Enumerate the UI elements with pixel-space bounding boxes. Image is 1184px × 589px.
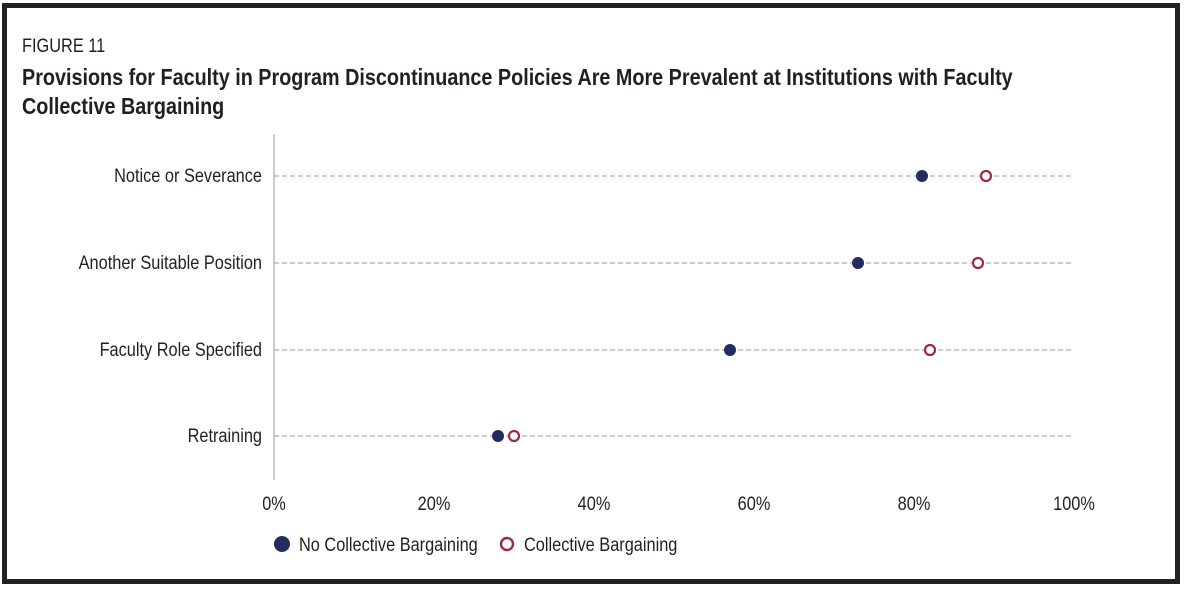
data-points (492, 169, 993, 443)
category-label-faculty-role-specified: Faculty Role Specified (100, 339, 262, 360)
category-label-notice-or-severance: Notice or Severance (114, 165, 262, 186)
point-collective-bargaining-retraining (507, 429, 521, 443)
point-no-collective-bargaining-notice-or-severance (916, 170, 928, 182)
x-tick-label: 80% (898, 493, 931, 514)
x-tick-label: 100% (1053, 493, 1095, 514)
legend: No Collective Bargaining Collective Barga… (274, 534, 677, 555)
figure-frame (2, 3, 1180, 584)
x-tick-label: 20% (418, 493, 451, 514)
legend-marker-no-collective-bargaining (274, 536, 290, 552)
point-collective-bargaining-notice-or-severance (979, 169, 993, 183)
gridlines (274, 175, 1074, 437)
chart-title: Provisions for Faculty in Program Discon… (22, 64, 1013, 119)
point-collective-bargaining-another-suitable-position (971, 256, 985, 270)
figure-label: FIGURE 11 (22, 36, 106, 57)
point-no-collective-bargaining-retraining (492, 430, 504, 442)
category-label-retraining: Retraining (188, 425, 262, 446)
x-tick-label: 0% (262, 493, 286, 514)
x-tick-label: 60% (738, 493, 771, 514)
category-labels: Notice or Severance Another Suitable Posi… (79, 165, 262, 446)
legend-label-collective-bargaining: Collective Bargaining (524, 534, 677, 555)
point-collective-bargaining-faculty-role-specified (923, 343, 937, 357)
legend-label-no-collective-bargaining: No Collective Bargaining (299, 534, 478, 555)
x-tick-labels: 0% 20% 40% 60% 80% 100% (262, 493, 1095, 514)
category-label-another-suitable-position: Another Suitable Position (79, 252, 262, 273)
point-no-collective-bargaining-faculty-role-specified (724, 344, 736, 356)
x-tick-label: 40% (578, 493, 611, 514)
point-no-collective-bargaining-another-suitable-position (852, 257, 864, 269)
legend-marker-collective-bargaining (499, 536, 515, 552)
